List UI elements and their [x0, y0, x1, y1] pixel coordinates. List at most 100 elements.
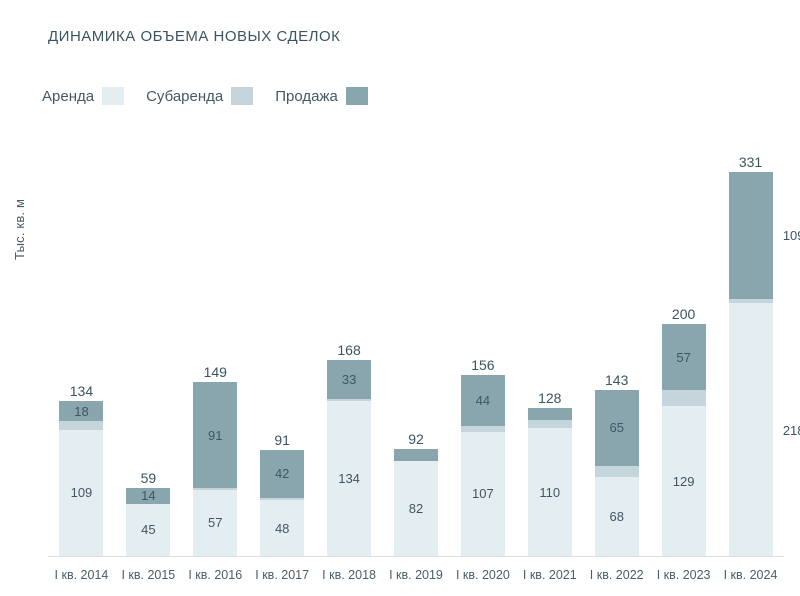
- x-tick-label: I кв. 2018: [319, 568, 379, 582]
- bar-stack: 134 33: [327, 360, 371, 556]
- bar-stack: 218109: [729, 172, 773, 556]
- bar-segment-rent: 45: [126, 504, 170, 556]
- bar-segment-sublease: [528, 420, 572, 428]
- bar-segment-sale: [394, 449, 438, 461]
- legend-label: Субаренда: [146, 88, 223, 105]
- bar-total-label: 168: [337, 342, 360, 358]
- bar-segment-sale: 65: [595, 390, 639, 465]
- bar-segment-rent: 107: [461, 432, 505, 556]
- bar-segment-rent: 48: [260, 500, 304, 556]
- bar-segment-rent: [729, 303, 773, 556]
- bar-total-label: 200: [672, 306, 695, 322]
- bar-segment-sale: 42: [260, 450, 304, 499]
- bar-segment-value: 48: [275, 521, 289, 536]
- bar-total-label: 92: [408, 431, 424, 447]
- bar-total-label: 59: [141, 470, 157, 486]
- x-tick-label: I кв. 2020: [453, 568, 513, 582]
- x-tick-label: I кв. 2023: [654, 568, 714, 582]
- x-tick-label: I кв. 2014: [51, 568, 111, 582]
- y-axis-label: Тыс. кв. м: [12, 199, 27, 260]
- bar-segment-rent: 110: [528, 428, 572, 556]
- x-tick-label: I кв. 2015: [118, 568, 178, 582]
- bar-column: 156 107 44: [461, 357, 505, 556]
- bar-column: 92 82: [394, 431, 438, 556]
- bar-segment-sale: 57: [662, 324, 706, 390]
- bar-total-label: 91: [274, 432, 290, 448]
- x-tick-label: I кв. 2017: [252, 568, 312, 582]
- bar-segment-sublease: [59, 421, 103, 429]
- bar-stack: 68 65: [595, 390, 639, 556]
- bar-segment-sale: 18: [59, 401, 103, 422]
- bar-segment-value: 57: [676, 350, 690, 365]
- bar-stack: 107 44: [461, 375, 505, 556]
- x-axis: I кв. 2014 I кв. 2015 I кв. 2016 I кв. 2017…: [48, 568, 784, 582]
- x-tick-label: I кв. 2022: [587, 568, 647, 582]
- bar-total-label: 134: [70, 383, 93, 399]
- bar-segment-value: 82: [409, 501, 423, 516]
- legend-item-sale: Продажа: [275, 87, 368, 105]
- bar-segment-sale: 14: [126, 488, 170, 504]
- bar-stack: 129 57: [662, 324, 706, 556]
- bar-side-label-rent: 218: [783, 423, 800, 438]
- bar-stack: 110: [528, 408, 572, 556]
- bar-segment-sale: 44: [461, 375, 505, 426]
- bar-segment-value: 110: [539, 485, 560, 500]
- bar-segment-value: 134: [338, 471, 360, 486]
- x-tick-label: I кв. 2016: [185, 568, 245, 582]
- bar-segment-sale: 33: [327, 360, 371, 398]
- bar-stack: 109 18: [59, 401, 103, 556]
- x-tick-label: I кв. 2019: [386, 568, 446, 582]
- bar-segment-value: 33: [342, 372, 356, 387]
- bar-segment-value: 42: [275, 466, 289, 481]
- bar-segment-rent: 109: [59, 430, 103, 556]
- legend-swatch-sale: [346, 87, 368, 105]
- legend: Аренда Субаренда Продажа: [42, 87, 780, 105]
- bar-segment-sale: [729, 172, 773, 298]
- bar-total-label: 149: [204, 364, 227, 380]
- bar-column: 143 68 65: [595, 372, 639, 556]
- bar-segment-rent: 68: [595, 477, 639, 556]
- bar-side-label-sale: 109: [783, 228, 800, 243]
- bar-total-label: 143: [605, 372, 628, 388]
- bar-segment-value: 109: [71, 485, 93, 500]
- bar-segment-sale: [528, 408, 572, 421]
- bar-stack: 45 14: [126, 488, 170, 556]
- bar-segment-sublease: [662, 390, 706, 406]
- chart-plot-area: 134 109 18 59 45 14 149 57 91 91 48 42 168 134 33 92 82 1…: [48, 150, 784, 557]
- bar-segment-value: 14: [141, 489, 155, 502]
- legend-label: Аренда: [42, 88, 94, 105]
- bar-segment-value: 44: [476, 393, 490, 408]
- legend-item-rent: Аренда: [42, 87, 124, 105]
- bar-column: 134 109 18: [59, 383, 103, 556]
- bar-column: 331 218109: [729, 154, 773, 556]
- bar-segment-rent: 134: [327, 401, 371, 556]
- x-tick-label: I кв. 2024: [721, 568, 781, 582]
- bar-total-label: 156: [471, 357, 494, 373]
- bar-column: 168 134 33: [327, 342, 371, 556]
- bar-segment-rent: 82: [394, 461, 438, 556]
- bar-segment-rent: 57: [193, 490, 237, 556]
- bar-segment-value: 18: [74, 405, 88, 418]
- bar-segment-value: 45: [141, 522, 155, 537]
- bar-segment-value: 57: [208, 515, 222, 530]
- bar-segment-value: 129: [673, 474, 695, 489]
- bar-column: 91 48 42: [260, 432, 304, 556]
- bar-segment-value: 68: [609, 509, 623, 524]
- bar-segment-rent: 129: [662, 406, 706, 556]
- legend-label: Продажа: [275, 88, 338, 105]
- x-tick-label: I кв. 2021: [520, 568, 580, 582]
- bar-stack: 57 91: [193, 382, 237, 556]
- bar-segment-value: 65: [609, 420, 623, 435]
- legend-item-sublease: Субаренда: [146, 87, 253, 105]
- bar-segment-value: 91: [208, 428, 222, 443]
- bar-column: 59 45 14: [126, 470, 170, 556]
- bar-column: 128 110: [528, 390, 572, 556]
- bar-total-label: 128: [538, 390, 561, 406]
- legend-swatch-sublease: [231, 87, 253, 105]
- chart-title: ДИНАМИКА ОБЪЕМА НОВЫХ СДЕЛОК: [48, 28, 780, 45]
- bar-segment-value: 107: [472, 486, 494, 501]
- legend-swatch-rent: [102, 87, 124, 105]
- bar-total-label: 331: [739, 154, 762, 170]
- bar-column: 149 57 91: [193, 364, 237, 556]
- bar-segment-sale: 91: [193, 382, 237, 488]
